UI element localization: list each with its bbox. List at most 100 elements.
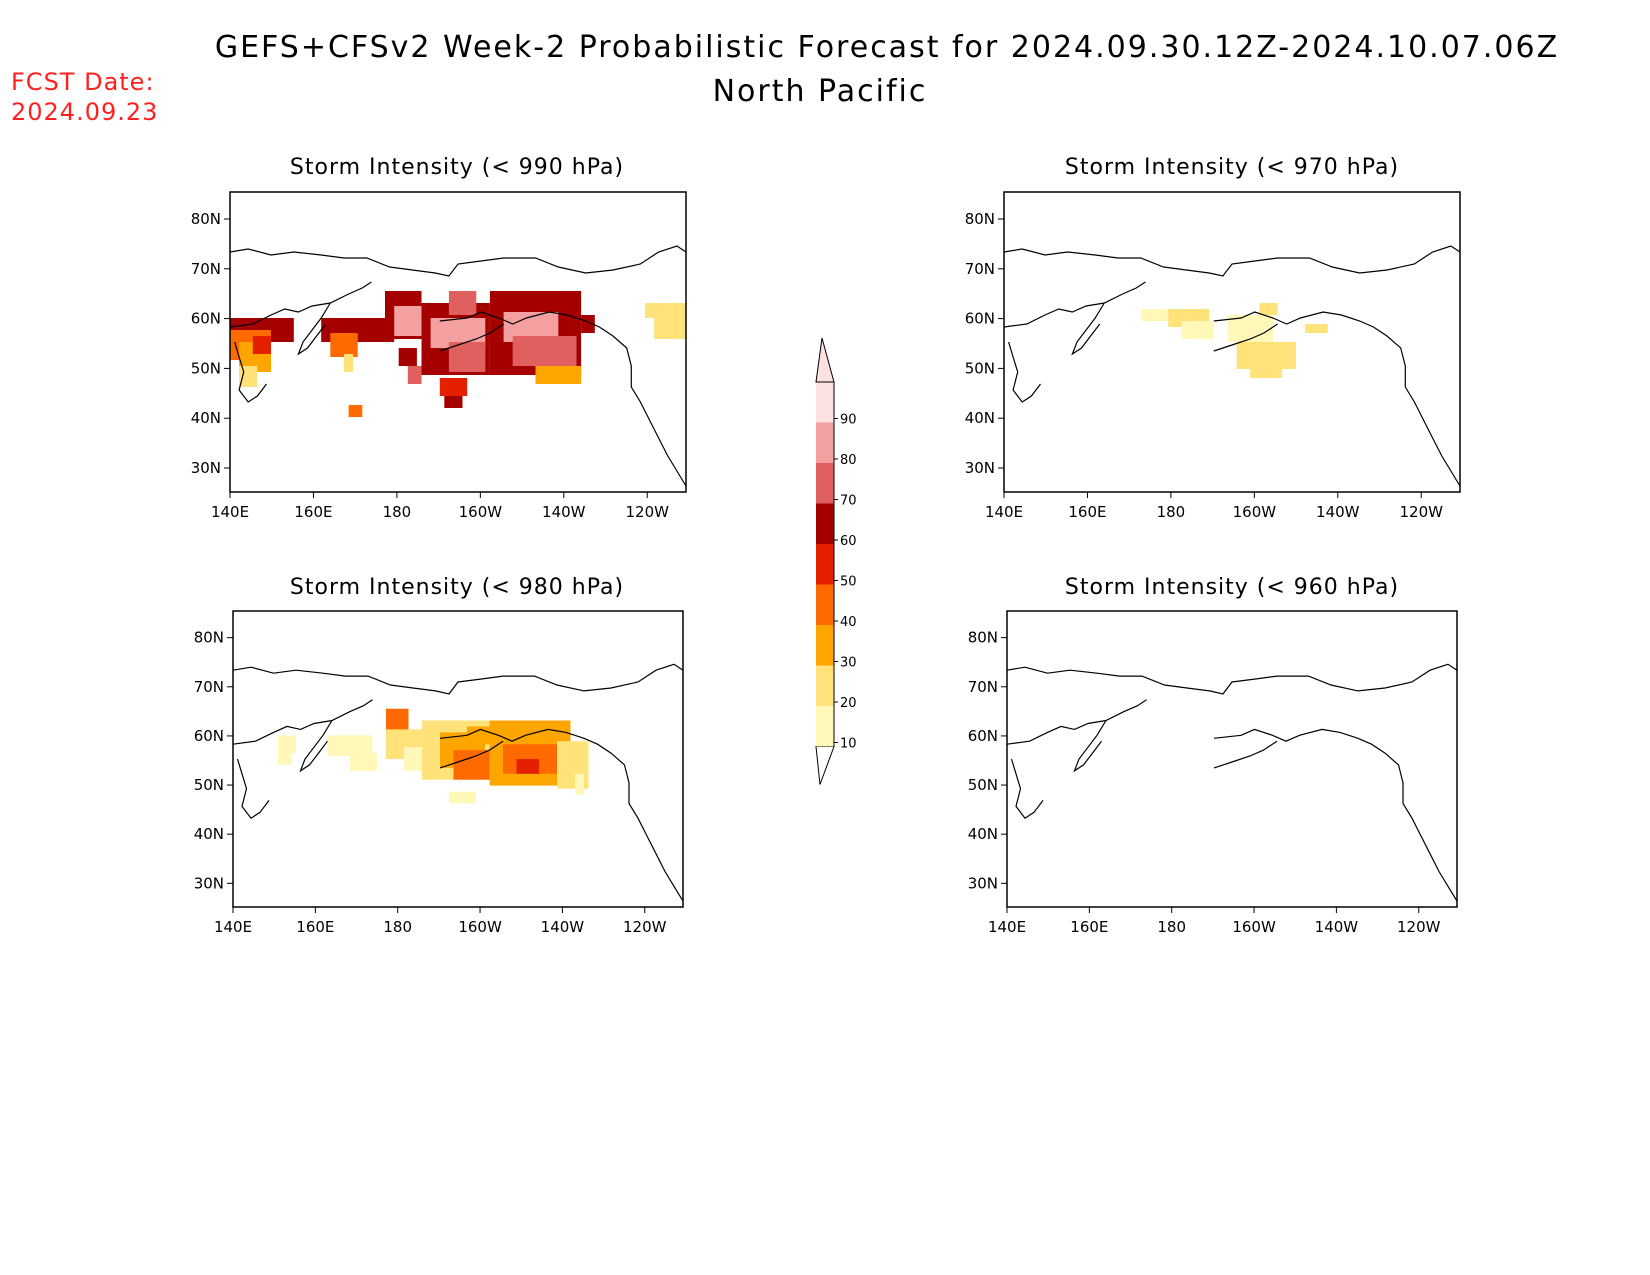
- probability-cell: [348, 405, 363, 417]
- coastline: [1006, 699, 1147, 745]
- colorbar-label: 40: [840, 615, 857, 630]
- lon-tick-label: 120W: [626, 503, 670, 521]
- probability-cell: [453, 750, 490, 780]
- coastline: [1008, 341, 1041, 403]
- coastline: [1073, 720, 1107, 773]
- coastline: [1213, 323, 1278, 352]
- probability-cell: [1250, 366, 1283, 378]
- colorbar-swatch: [816, 706, 834, 747]
- probability-cell: [239, 366, 258, 387]
- colorbar-label: 60: [840, 534, 857, 549]
- probability-cell: [448, 291, 477, 315]
- lat-tick-label: 50N: [194, 776, 224, 794]
- lon-tick-label: 140W: [1315, 918, 1359, 936]
- colorbar-swatch: [816, 665, 834, 706]
- lat-tick-label: 70N: [968, 678, 998, 696]
- colorbar-label: 10: [840, 737, 857, 752]
- panel-title: Storm Intensity (< 980 hPa): [290, 575, 624, 600]
- colorbar-swatch: [816, 382, 834, 423]
- colorbar-swatch: [816, 625, 834, 666]
- lon-tick-label: 160W: [1232, 918, 1276, 936]
- lon-tick-label: 180: [1157, 503, 1186, 521]
- lat-tick-label: 60N: [191, 310, 221, 328]
- lat-tick-label: 50N: [968, 776, 998, 794]
- chart-title: GEFS+CFSv2 Week-2 Probabilistic Forecast…: [214, 30, 1560, 65]
- coastline: [234, 341, 267, 403]
- lon-tick-label: 140E: [985, 503, 1023, 521]
- colorbar-label: 30: [840, 656, 857, 671]
- lon-tick-label: 160E: [294, 503, 332, 521]
- lon-tick-label: 180: [1157, 918, 1186, 936]
- coastline: [232, 663, 684, 695]
- lat-tick-label: 80N: [968, 629, 998, 647]
- coastline: [1003, 281, 1146, 328]
- lat-tick-label: 60N: [968, 727, 998, 745]
- lat-tick-label: 80N: [965, 210, 995, 228]
- lon-tick-label: 140E: [214, 918, 252, 936]
- lon-tick-label: 140W: [542, 503, 586, 521]
- lon-tick-label: 160W: [1233, 503, 1277, 521]
- map-panel-1: Storm Intensity (< 990 hPa) 80N 70N 60N 50N 4…: [191, 155, 687, 521]
- lon-tick-label: 140W: [1316, 503, 1360, 521]
- colorbar: 10 20 30 40 50 60 70 80 90: [815, 337, 857, 785]
- map-frame: [232, 610, 684, 908]
- lat-tick-label: 70N: [191, 260, 221, 278]
- probability-cell: [1227, 315, 1273, 342]
- probability-cell: [581, 315, 595, 333]
- lon-tick-label: 160E: [296, 918, 334, 936]
- coastline: [1213, 728, 1458, 902]
- lon-tick-label: 180: [383, 918, 412, 936]
- map-frame: [1003, 191, 1461, 493]
- lat-tick-label: 70N: [965, 260, 995, 278]
- probability-cell: [654, 318, 686, 339]
- coastline: [1003, 245, 1461, 277]
- colorbar-cap-bottom: [815, 746, 835, 785]
- coastline: [1213, 740, 1278, 769]
- probability-cell: [444, 396, 463, 408]
- map-frame: [1006, 610, 1458, 908]
- colorbar-swatch: [816, 544, 834, 585]
- colorbar-swatch: [816, 584, 834, 625]
- probability-cell: [535, 366, 582, 384]
- lon-tick-label: 140W: [541, 918, 585, 936]
- lat-tick-label: 40N: [965, 409, 995, 427]
- probability-cell: [327, 735, 373, 756]
- lat-tick-label: 50N: [965, 359, 995, 377]
- probability-cell: [516, 759, 539, 774]
- probability-cell: [344, 354, 354, 372]
- lat-tick-label: 80N: [194, 629, 224, 647]
- lon-tick-label: 120W: [623, 918, 667, 936]
- panel-title: Storm Intensity (< 990 hPa): [290, 155, 624, 180]
- probability-cell: [1140, 309, 1169, 321]
- coastline: [299, 720, 333, 773]
- colorbar-cap-top: [815, 337, 835, 383]
- probability-cell: [467, 726, 490, 745]
- lat-tick-label: 30N: [194, 874, 224, 892]
- probability-cell: [512, 336, 577, 366]
- probability-cell: [1181, 321, 1214, 339]
- map-panel-2: Storm Intensity (< 970 hPa) 80N 70N 60N 50N 4…: [965, 155, 1461, 521]
- probability-cell: [449, 791, 476, 804]
- lat-tick-label: 30N: [965, 459, 995, 477]
- colorbar-label: 50: [840, 575, 857, 590]
- probability-cell: [448, 342, 486, 372]
- lat-tick-label: 60N: [194, 727, 224, 745]
- fcst-date-value: 2024.09.23: [11, 98, 159, 126]
- lat-tick-label: 30N: [191, 459, 221, 477]
- lon-tick-label: 160E: [1068, 503, 1106, 521]
- colorbar-swatch: [816, 422, 834, 463]
- lon-tick-label: 120W: [1397, 918, 1441, 936]
- coastline: [229, 281, 372, 328]
- coastline: [1213, 311, 1461, 487]
- coastline: [439, 323, 504, 352]
- colorbar-label: 20: [840, 696, 857, 711]
- region-subtitle: North Pacific: [712, 74, 928, 109]
- lon-tick-label: 160W: [458, 918, 502, 936]
- lon-tick-label: 180: [383, 503, 412, 521]
- probability-cell: [278, 735, 296, 754]
- probability-cell: [252, 336, 271, 354]
- probability-cell: [278, 750, 292, 765]
- coastline: [439, 740, 504, 769]
- probability-cell: [350, 753, 377, 771]
